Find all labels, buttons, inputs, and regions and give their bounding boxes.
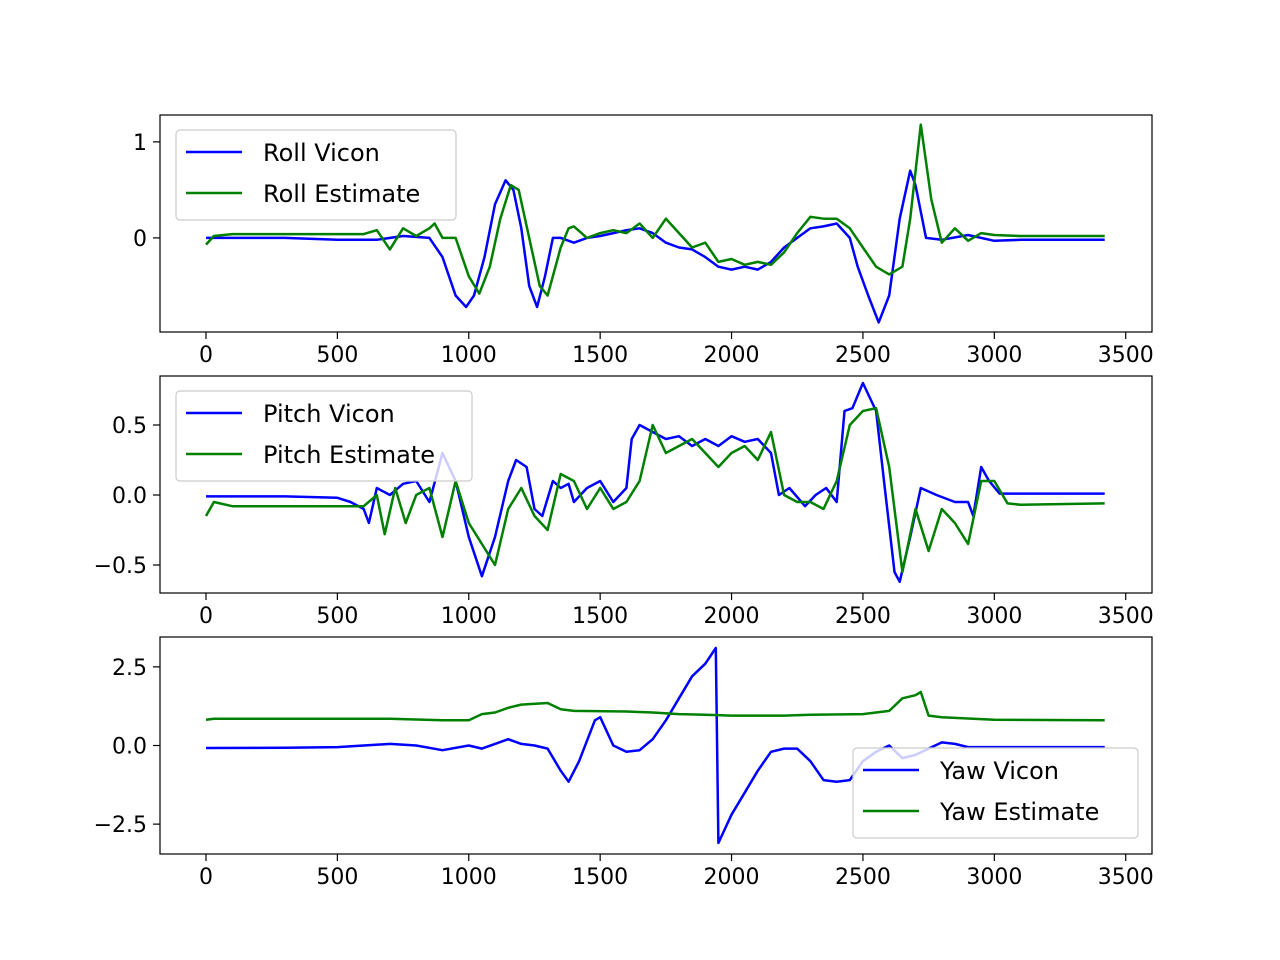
- legend-label: Roll Vicon: [263, 139, 380, 167]
- subplot-2: 0 500 1000 1500 2000 2500 3000 3500 −0.5 0.0 0.5 Pi…: [94, 375, 1154, 629]
- legend-label: Roll Estimate: [263, 180, 420, 208]
- x-tick-label: 1500: [572, 343, 628, 368]
- x-tick-label: 3000: [966, 865, 1022, 890]
- legend-box: [175, 129, 457, 221]
- legend: Pitch Vicon Pitch Estimate: [175, 390, 473, 482]
- x-tick-label: 3000: [966, 604, 1022, 629]
- x-tick-label: 2000: [704, 343, 760, 368]
- series-line-yaw-estimate: [205, 690, 1105, 722]
- series-line-roll-estimate: [205, 123, 1105, 297]
- x-tick-label: 3000: [966, 343, 1022, 368]
- x-tick-label: 3500: [1098, 865, 1154, 890]
- legend: Yaw Vicon Yaw Estimate: [852, 747, 1139, 839]
- legend-label: Yaw Vicon: [939, 757, 1059, 785]
- y-tick-label: 0.0: [112, 484, 147, 509]
- legend-label: Yaw Estimate: [939, 798, 1099, 826]
- legend-box: [175, 390, 473, 482]
- subplot-3: 0 500 1000 1500 2000 2500 3000 3500 −2.5 0.0 2.5 Ya…: [94, 636, 1154, 890]
- x-tick-label: 500: [316, 865, 358, 890]
- x-tick-label: 0: [199, 604, 213, 629]
- x-tick-label: 1000: [441, 865, 497, 890]
- legend-label: Pitch Vicon: [263, 400, 395, 428]
- x-tick-label: 2000: [704, 604, 760, 629]
- y-tick-label: 0.5: [112, 414, 147, 439]
- x-tick-label: 2500: [835, 604, 891, 629]
- series-line-pitch-estimate: [204, 406, 1105, 574]
- x-tick-label: 0: [199, 865, 213, 890]
- legend: Roll Vicon Roll Estimate: [175, 129, 457, 221]
- series-line-yaw-vicon: [205, 646, 1105, 845]
- x-tick-label: 1000: [441, 343, 497, 368]
- y-tick-label: −2.5: [94, 813, 147, 838]
- x-tick-label: 2500: [835, 865, 891, 890]
- x-tick-label: 1500: [572, 604, 628, 629]
- x-tick-label: 1500: [572, 865, 628, 890]
- y-tick-label: 0.0: [112, 735, 147, 760]
- axes-frame: [159, 375, 1153, 594]
- x-tick-label: 3500: [1098, 343, 1154, 368]
- axes-frame: [159, 114, 1153, 333]
- y-tick-label: 1: [133, 131, 147, 156]
- legend-label: Pitch Estimate: [263, 441, 435, 469]
- x-tick-label: 2500: [835, 343, 891, 368]
- y-tick-label: 2.5: [112, 656, 147, 681]
- x-tick-label: 500: [316, 604, 358, 629]
- y-tick-label: −0.5: [94, 554, 147, 579]
- x-tick-label: 0: [199, 343, 213, 368]
- legend-box: [852, 747, 1139, 839]
- x-tick-label: 500: [316, 343, 358, 368]
- x-tick-label: 2000: [704, 865, 760, 890]
- y-tick-label: 0: [133, 227, 147, 252]
- x-tick-label: 1000: [441, 604, 497, 629]
- x-tick-label: 3500: [1098, 604, 1154, 629]
- subplot-1: 0 500 1000 1500 2000 2500 3000 3500 0 1 Roll Vicon…: [133, 114, 1154, 368]
